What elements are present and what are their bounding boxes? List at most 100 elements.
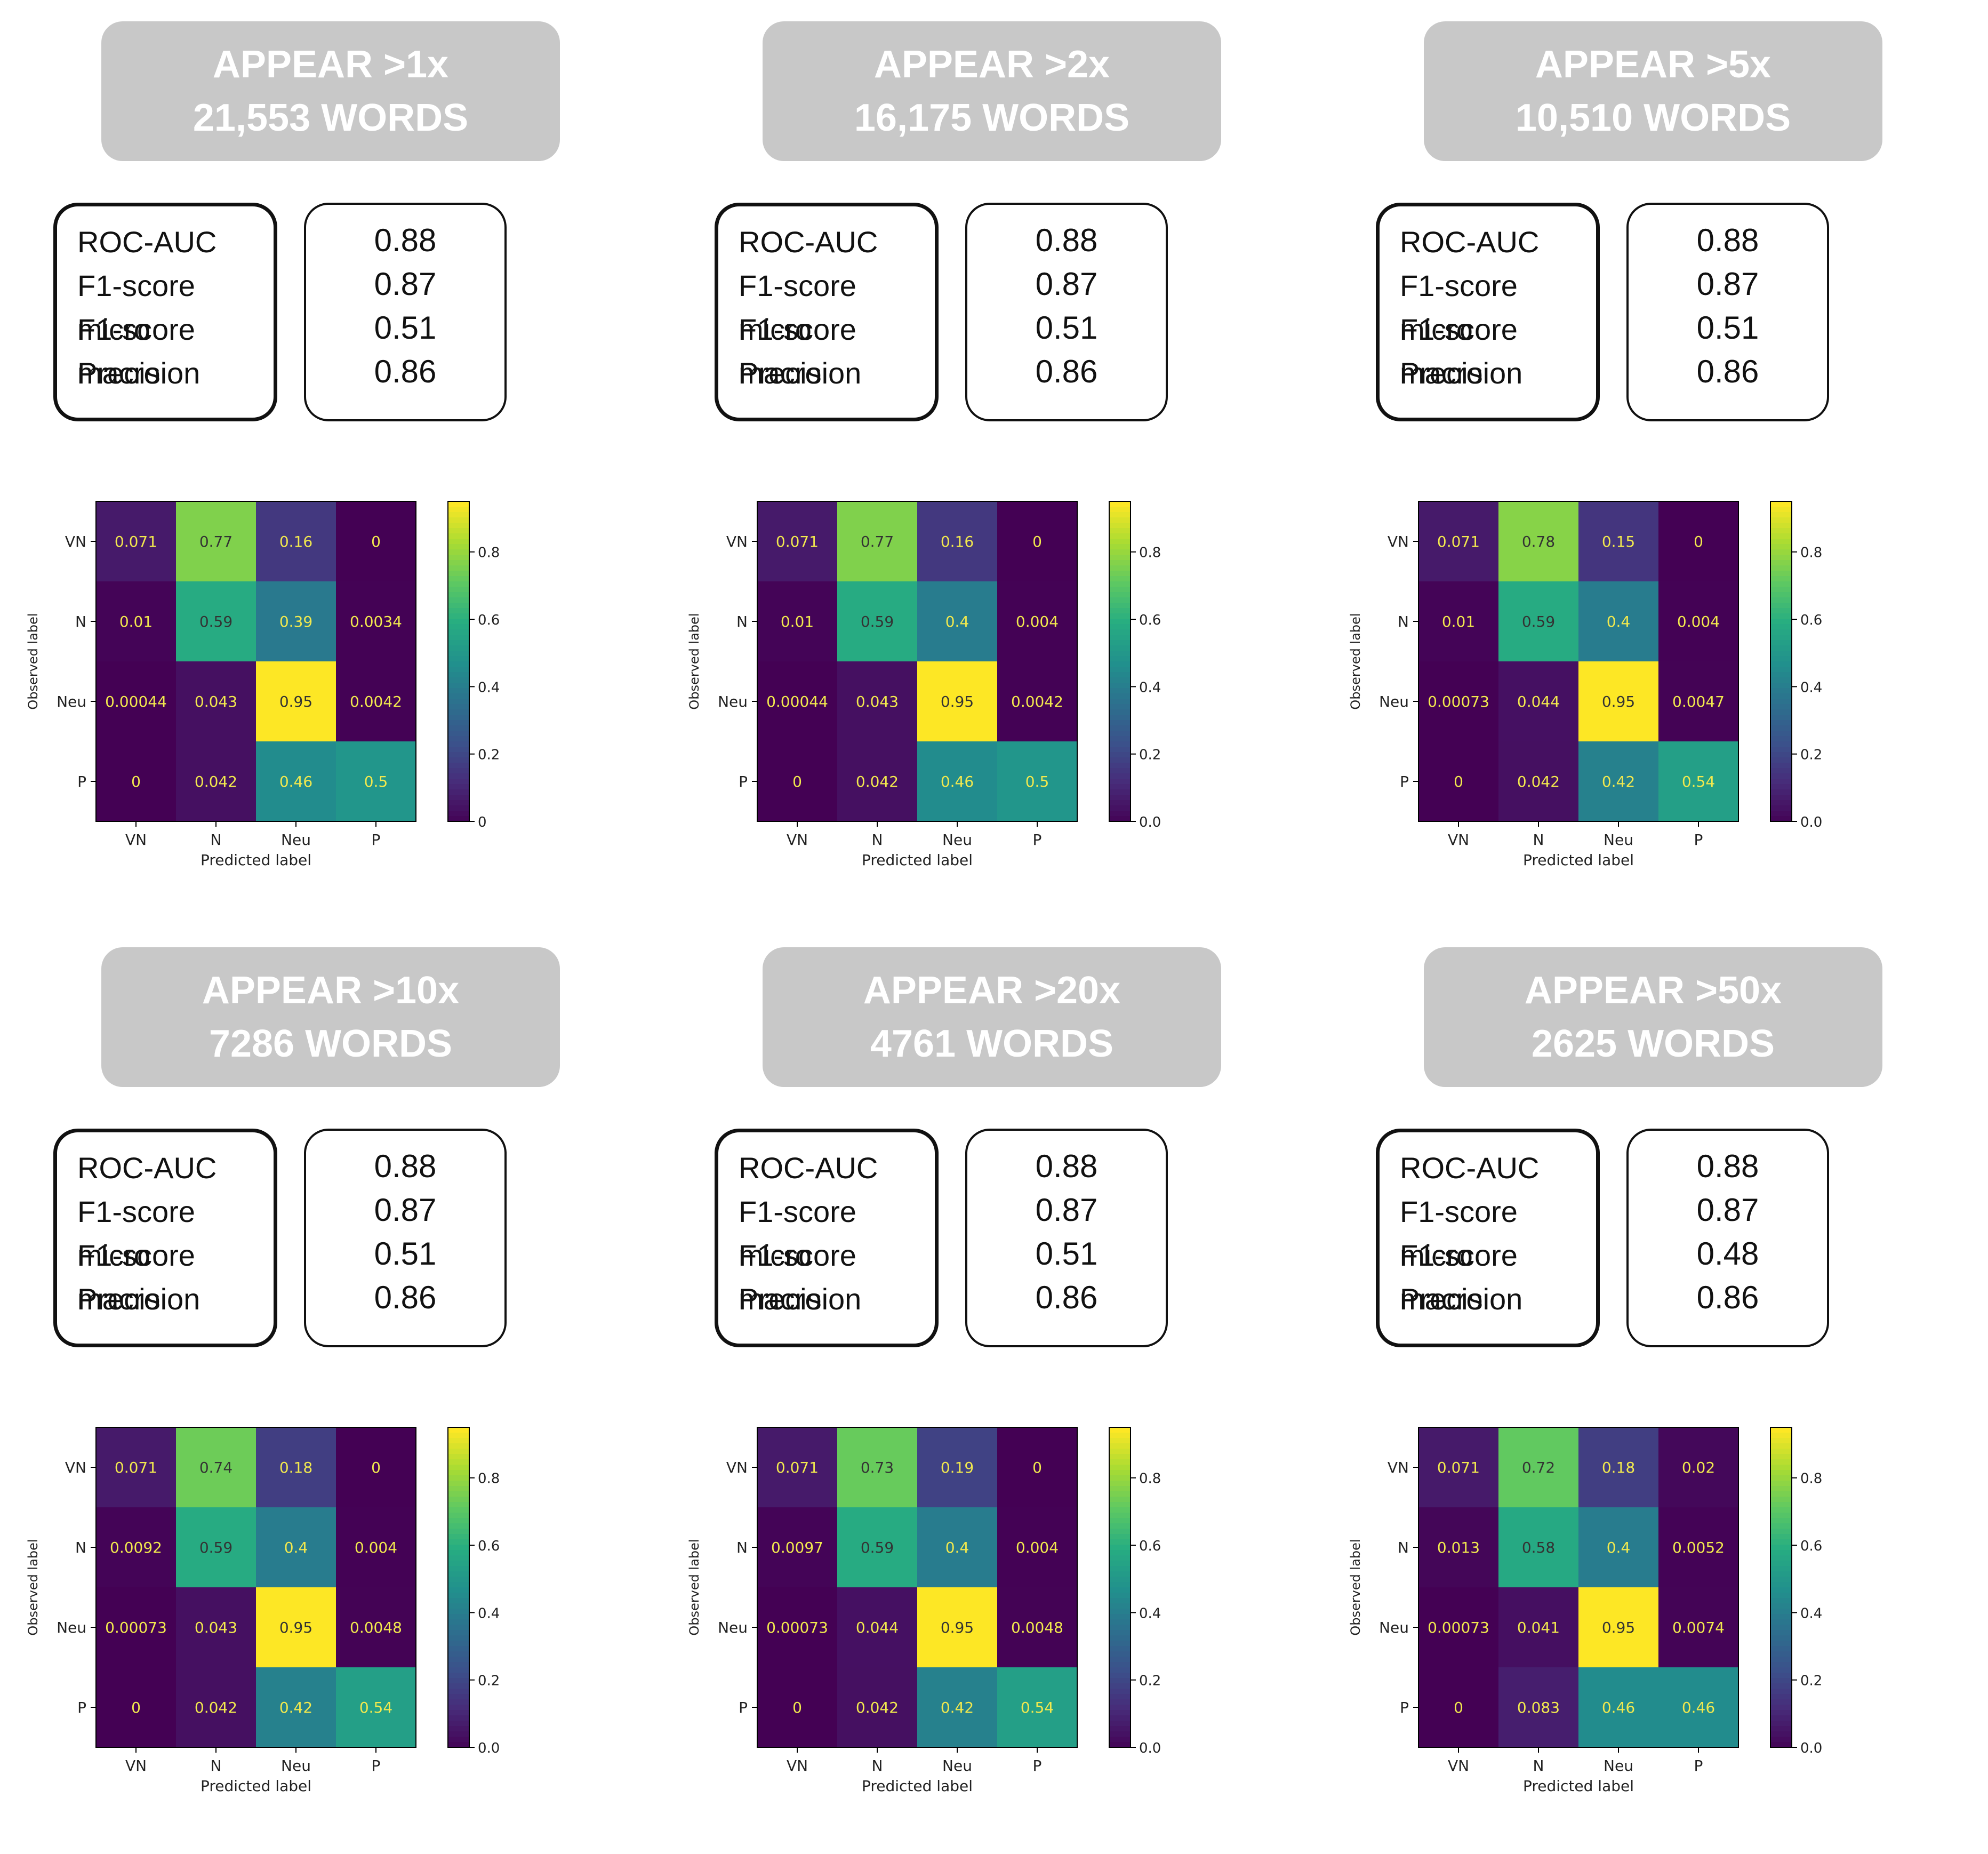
colorbar-tick-label: 0.4 bbox=[1139, 680, 1161, 696]
metric-value-f1-micro: 0.87 bbox=[1696, 266, 1759, 302]
y-tick-label: VN bbox=[65, 1459, 86, 1476]
colorbar-tick-label: 0.6 bbox=[1800, 1538, 1822, 1554]
colorbar-segment bbox=[1109, 725, 1131, 731]
colorbar-tick-label: 0.8 bbox=[1139, 1471, 1161, 1487]
cm-cell-label: 0.00044 bbox=[105, 693, 167, 710]
colorbar-segment bbox=[1770, 603, 1792, 609]
colorbar-segment bbox=[1770, 619, 1792, 625]
y-tick-label: VN bbox=[1388, 533, 1409, 550]
cm-cell bbox=[176, 661, 256, 741]
colorbar-segment bbox=[1770, 656, 1792, 662]
colorbar-segment bbox=[448, 1497, 469, 1503]
colorbar-segment bbox=[448, 1678, 469, 1684]
cm-cell bbox=[1418, 1667, 1498, 1747]
colorbar-segment bbox=[448, 1550, 469, 1556]
cm-cell-label: 0.042 bbox=[856, 773, 899, 790]
colorbar-segment bbox=[448, 560, 469, 566]
colorbar-segment bbox=[1109, 709, 1131, 715]
y-tick-label: P bbox=[1400, 1699, 1409, 1716]
colorbar-tick-label: 0.0 bbox=[1800, 1740, 1822, 1756]
colorbar-segment bbox=[1109, 1603, 1131, 1609]
colorbar-segment bbox=[448, 635, 469, 641]
colorbar-segment bbox=[448, 1561, 469, 1567]
colorbar-tick-label: 0.4 bbox=[478, 680, 500, 696]
cm-cell bbox=[917, 661, 997, 741]
colorbar-segment bbox=[1770, 544, 1792, 550]
colorbar-segment bbox=[448, 565, 469, 571]
colorbar-segment bbox=[1770, 629, 1792, 635]
colorbar-segment bbox=[1109, 571, 1131, 577]
colorbar-segment bbox=[1109, 1475, 1131, 1481]
colorbar-segment bbox=[448, 1571, 469, 1577]
colorbar-segment bbox=[1109, 1443, 1131, 1449]
cm-cell-label: 0.00044 bbox=[766, 693, 828, 710]
cm-cell bbox=[96, 1507, 176, 1587]
x-tick-label: VN bbox=[787, 1757, 808, 1775]
metric-label-precision: Precision bbox=[1400, 1282, 1523, 1316]
colorbar-segment bbox=[448, 683, 469, 689]
colorbar-segment bbox=[1109, 1539, 1131, 1545]
colorbar-segment bbox=[448, 629, 469, 635]
metric-label-roc-auc: ROC-AUC bbox=[77, 225, 217, 259]
colorbar-segment bbox=[1770, 699, 1792, 705]
metric-labels-box: ROC-AUC F1-score micro F1-score macro Pr… bbox=[53, 1129, 277, 1347]
colorbar-segment bbox=[1770, 1705, 1792, 1711]
y-tick-label: P bbox=[739, 773, 748, 790]
colorbar-segment bbox=[448, 677, 469, 683]
colorbar-segment bbox=[1109, 741, 1131, 747]
cm-cell-label: 0.0034 bbox=[350, 613, 402, 630]
cm-cell bbox=[1658, 1667, 1738, 1747]
cm-cell bbox=[1498, 1667, 1578, 1747]
colorbar-segment bbox=[1770, 549, 1792, 555]
metric-label-f1-micro: F1-score micro bbox=[739, 1195, 856, 1272]
x-tick-label: P bbox=[1033, 1757, 1042, 1775]
colorbar-segment bbox=[1770, 784, 1792, 790]
colorbar-segment bbox=[448, 763, 469, 769]
metric-value-precision: 0.86 bbox=[1035, 354, 1098, 389]
colorbar-segment bbox=[1770, 1502, 1792, 1508]
metric-value-precision: 0.86 bbox=[374, 354, 437, 389]
colorbar-segment bbox=[448, 1721, 469, 1727]
x-tick-label: N bbox=[872, 1757, 883, 1775]
colorbar-segment bbox=[448, 1486, 469, 1492]
cm-cell bbox=[1418, 581, 1498, 661]
colorbar-segment bbox=[1770, 1518, 1792, 1524]
cm-cell-label: 0.0052 bbox=[1672, 1539, 1725, 1556]
cm-frame bbox=[757, 501, 1078, 822]
colorbar-segment bbox=[1109, 624, 1131, 630]
cm-cell-label: 0.54 bbox=[359, 1699, 392, 1716]
cm-cell bbox=[176, 1587, 256, 1667]
colorbar-segment bbox=[1109, 1529, 1131, 1535]
cm-cell-label: 0.5 bbox=[364, 773, 388, 790]
cm-cell bbox=[757, 1427, 837, 1507]
cm-cell-label: 0.0042 bbox=[1011, 693, 1063, 710]
metric-value-roc-auc: 0.88 bbox=[1696, 1148, 1759, 1184]
colorbar-segment bbox=[1770, 1491, 1792, 1497]
cm-cell-label: 0.042 bbox=[195, 773, 237, 790]
colorbar-segment bbox=[448, 757, 469, 763]
cm-cell bbox=[1498, 1587, 1578, 1667]
cm-cell bbox=[176, 1427, 256, 1507]
cm-frame bbox=[1418, 501, 1739, 822]
cm-cell bbox=[1578, 1507, 1658, 1587]
cm-cell bbox=[1418, 1507, 1498, 1587]
colorbar-segment bbox=[1109, 1481, 1131, 1487]
colorbar-tick-label: 0.0 bbox=[1139, 814, 1161, 830]
colorbar-segment bbox=[1109, 1630, 1131, 1636]
colorbar-segment bbox=[448, 1742, 469, 1748]
colorbar-segment bbox=[1770, 816, 1792, 822]
metric-label-f1-macro: F1-score macro bbox=[77, 1238, 195, 1316]
y-tick-label: VN bbox=[726, 1459, 748, 1476]
colorbar-segment bbox=[1109, 555, 1131, 561]
colorbar-segment bbox=[1109, 1598, 1131, 1604]
colorbar-segment bbox=[1770, 1545, 1792, 1551]
colorbar-segment bbox=[448, 693, 469, 699]
cm-cell-label: 0.00073 bbox=[105, 1619, 167, 1636]
x-tick-label: VN bbox=[1448, 1757, 1469, 1775]
colorbar-segment bbox=[448, 699, 469, 705]
cm-cell bbox=[96, 1667, 176, 1747]
colorbar-segment bbox=[1770, 1651, 1792, 1657]
colorbar-segment bbox=[1109, 587, 1131, 593]
cm-cell-label: 0.4 bbox=[945, 613, 969, 630]
colorbar-segment bbox=[1770, 1646, 1792, 1652]
